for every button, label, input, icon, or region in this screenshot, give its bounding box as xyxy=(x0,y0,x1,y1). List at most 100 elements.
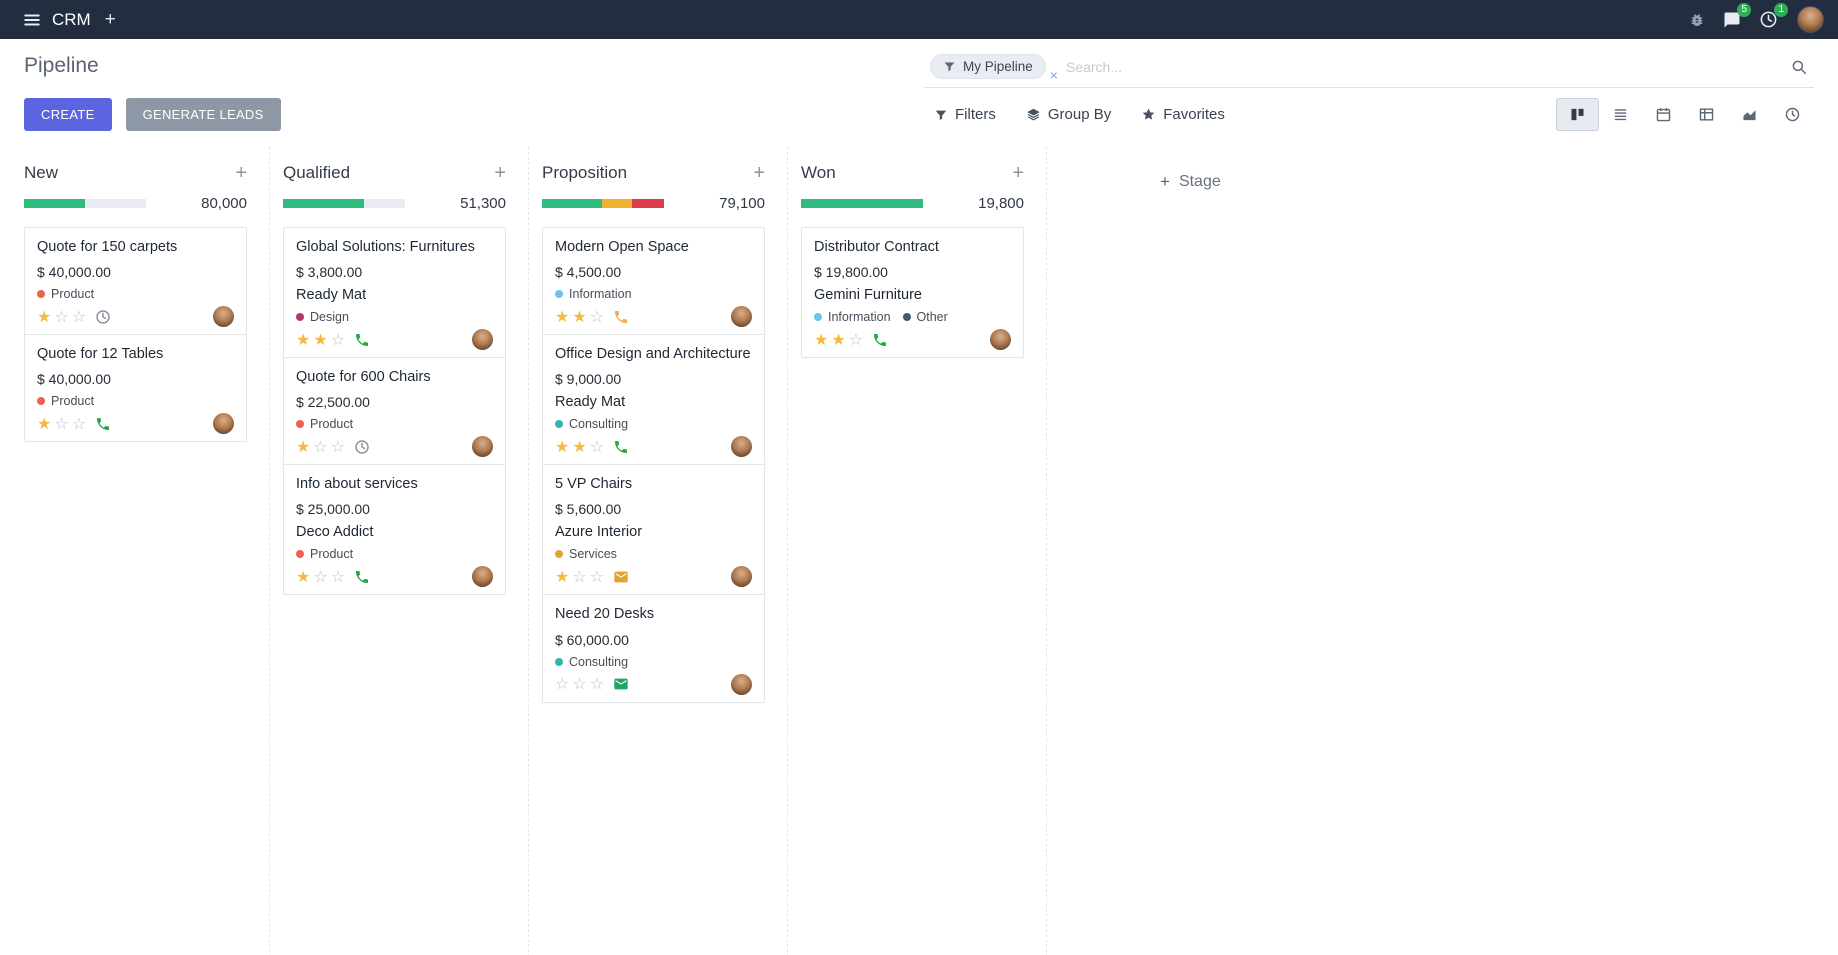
priority-star-icon[interactable]: ★ xyxy=(555,436,570,456)
envelope-activity-icon[interactable] xyxy=(613,676,629,692)
kanban-card[interactable]: Office Design and Architecture $ 9,000.00… xyxy=(542,334,765,466)
priority-star-icon[interactable]: ★ xyxy=(37,306,52,326)
search-bar[interactable]: My Pipeline × xyxy=(924,52,1814,88)
envelope-activity-icon[interactable] xyxy=(613,569,629,585)
remove-facet-button[interactable]: × xyxy=(1049,66,1058,83)
priority-star-icon[interactable]: ★ xyxy=(296,566,311,586)
kanban-card[interactable]: 5 VP Chairs $ 5,600.00 Azure Interior Servi… xyxy=(542,464,765,596)
debug-button[interactable] xyxy=(1680,0,1714,39)
activity-view-button[interactable] xyxy=(1771,98,1814,131)
priority-star-icon[interactable]: ☆ xyxy=(71,306,87,326)
phone-activity-icon[interactable] xyxy=(354,332,370,348)
priority-star-icon[interactable]: ☆ xyxy=(589,566,605,586)
create-button[interactable]: CREATE xyxy=(24,98,112,131)
kanban-card[interactable]: Global Solutions: Furnitures $ 3,800.00 Re… xyxy=(283,227,506,359)
salesperson-avatar[interactable] xyxy=(990,329,1011,351)
kanban-card[interactable]: Distributor Contract $ 19,800.00 Gemini Fu… xyxy=(801,227,1024,359)
priority-star-icon[interactable]: ☆ xyxy=(555,674,570,693)
graph-view-button[interactable] xyxy=(1728,98,1771,131)
kanban-card[interactable]: Quote for 600 Chairs $ 22,500.00 Product ★ ☆… xyxy=(283,357,506,466)
phone-activity-icon[interactable] xyxy=(95,416,111,432)
clock-activity-icon[interactable] xyxy=(95,309,111,325)
priority-star-icon[interactable]: ★ xyxy=(831,329,846,349)
priority-star-icon[interactable]: ☆ xyxy=(572,566,587,586)
priority-star-icon[interactable]: ☆ xyxy=(572,674,587,693)
kanban-card[interactable]: Modern Open Space $ 4,500.00 Information ★ ★… xyxy=(542,227,765,336)
priority-star-icon[interactable]: ★ xyxy=(313,329,328,349)
priority-stars[interactable]: ★ ★ ☆ xyxy=(296,329,346,349)
priority-star-icon[interactable]: ☆ xyxy=(313,566,328,586)
phone-activity-icon[interactable] xyxy=(613,439,629,455)
search-facet[interactable]: My Pipeline xyxy=(930,54,1046,79)
priority-star-icon[interactable]: ★ xyxy=(296,329,311,349)
column-progressbar[interactable] xyxy=(283,199,405,208)
salesperson-avatar[interactable] xyxy=(731,436,752,458)
salesperson-avatar[interactable] xyxy=(731,566,752,588)
priority-star-icon[interactable]: ★ xyxy=(555,566,570,586)
phone-activity-icon[interactable] xyxy=(354,569,370,585)
kanban-card[interactable]: Quote for 150 carpets $ 40,000.00 Product ★… xyxy=(24,227,247,336)
priority-stars[interactable]: ★ ☆ ☆ xyxy=(37,413,87,433)
priority-stars[interactable]: ★ ☆ ☆ xyxy=(296,566,346,586)
add-stage-button[interactable]: + Stage xyxy=(1160,169,1221,195)
pivot-view-button[interactable] xyxy=(1685,98,1728,131)
priority-star-icon[interactable]: ★ xyxy=(296,436,311,456)
priority-star-icon[interactable]: ☆ xyxy=(71,413,87,433)
priority-star-icon[interactable]: ☆ xyxy=(589,306,605,326)
clock-activity-icon[interactable] xyxy=(354,439,370,455)
search-input[interactable] xyxy=(1063,57,1784,76)
priority-star-icon[interactable]: ☆ xyxy=(54,413,69,433)
priority-star-icon[interactable]: ★ xyxy=(572,436,587,456)
priority-stars[interactable]: ★ ★ ☆ xyxy=(555,306,605,326)
salesperson-avatar[interactable] xyxy=(472,566,493,588)
salesperson-avatar[interactable] xyxy=(472,436,493,458)
favorites-menu[interactable]: Favorites xyxy=(1141,106,1225,123)
add-window-button[interactable]: + xyxy=(104,8,116,30)
quick-add-button[interactable]: + xyxy=(753,162,765,184)
kanban-card[interactable]: Need 20 Desks $ 60,000.00 Consulting ☆ ☆ ☆ xyxy=(542,594,765,703)
app-name[interactable]: CRM xyxy=(52,9,91,29)
priority-star-icon[interactable]: ★ xyxy=(555,306,570,326)
priority-star-icon[interactable]: ★ xyxy=(37,413,52,433)
priority-stars[interactable]: ☆ ☆ ☆ xyxy=(555,676,604,692)
kanban-view-button[interactable] xyxy=(1556,98,1599,131)
quick-add-button[interactable]: + xyxy=(494,162,506,184)
priority-star-icon[interactable]: ☆ xyxy=(589,436,605,456)
priority-star-icon[interactable]: ★ xyxy=(814,329,829,349)
column-progressbar[interactable] xyxy=(542,199,664,208)
phone-activity-icon[interactable] xyxy=(613,309,629,325)
priority-stars[interactable]: ★ ☆ ☆ xyxy=(555,566,605,586)
list-view-button[interactable] xyxy=(1599,98,1642,131)
priority-stars[interactable]: ★ ★ ☆ xyxy=(814,329,864,349)
priority-star-icon[interactable]: ★ xyxy=(572,306,587,326)
group-by-menu[interactable]: Group By xyxy=(1026,106,1111,123)
kanban-card[interactable]: Quote for 12 Tables $ 40,000.00 Product ★ ☆ ☆ xyxy=(24,334,247,443)
salesperson-avatar[interactable] xyxy=(731,673,752,695)
search-icon[interactable] xyxy=(1790,58,1808,76)
user-avatar[interactable] xyxy=(1797,6,1824,33)
priority-star-icon[interactable]: ☆ xyxy=(54,306,69,326)
phone-activity-icon[interactable] xyxy=(872,332,888,348)
priority-star-icon[interactable]: ☆ xyxy=(313,436,328,456)
priority-stars[interactable]: ★ ☆ ☆ xyxy=(37,306,87,326)
activities-button[interactable]: 1 xyxy=(1750,0,1788,39)
salesperson-avatar[interactable] xyxy=(213,306,234,328)
priority-star-icon[interactable]: ☆ xyxy=(330,566,346,586)
quick-add-button[interactable]: + xyxy=(235,162,247,184)
priority-star-icon[interactable]: ☆ xyxy=(330,329,346,349)
salesperson-avatar[interactable] xyxy=(731,306,752,328)
calendar-view-button[interactable] xyxy=(1642,98,1685,131)
quick-add-button[interactable]: + xyxy=(1012,162,1024,184)
column-progressbar[interactable] xyxy=(801,199,923,208)
priority-stars[interactable]: ★ ☆ ☆ xyxy=(296,436,346,456)
column-progressbar[interactable] xyxy=(24,199,146,208)
salesperson-avatar[interactable] xyxy=(472,329,493,351)
apps-menu-button[interactable] xyxy=(14,0,50,39)
priority-star-icon[interactable]: ☆ xyxy=(330,436,346,456)
messages-button[interactable]: 5 xyxy=(1714,0,1751,39)
priority-star-icon[interactable]: ☆ xyxy=(589,674,605,693)
filters-menu[interactable]: Filters xyxy=(934,106,996,123)
kanban-card[interactable]: Info about services $ 25,000.00 Deco Addic… xyxy=(283,464,506,596)
priority-star-icon[interactable]: ☆ xyxy=(848,329,864,349)
salesperson-avatar[interactable] xyxy=(213,413,234,435)
